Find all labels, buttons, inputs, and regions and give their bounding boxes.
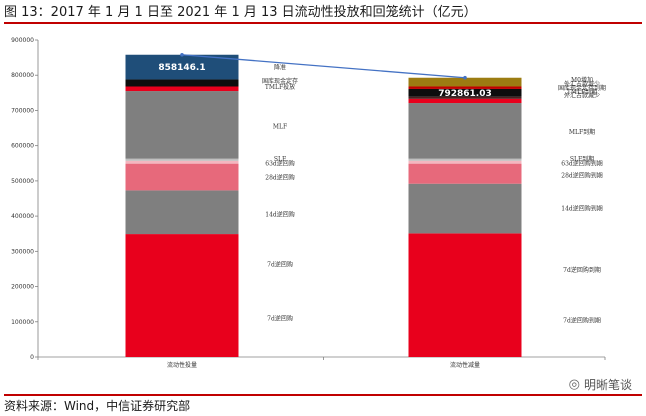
bar-segment — [408, 183, 522, 234]
bar-total-label: 792861.03 — [438, 89, 492, 99]
bar-segment — [408, 86, 522, 89]
bar-segment — [408, 233, 522, 357]
segment-annotation: 7d逆回购到期 — [563, 266, 601, 274]
source-note: 资料来源：Wind，中信证券研究部 — [4, 394, 642, 414]
segment-annotation: 国库现金定存到期 — [558, 84, 606, 92]
y-tick-label: 500000 — [11, 178, 34, 185]
bar-segment — [408, 77, 522, 87]
segment-annotation: 外汇占款减少 — [564, 80, 600, 88]
bar-segment — [125, 91, 239, 159]
segment-annotation: SLF — [274, 156, 286, 163]
bar-segment — [408, 98, 522, 104]
bar-segment — [125, 158, 239, 161]
bar-segment — [125, 234, 239, 357]
page-title: 图 13：2017 年 1 月 1 日至 2021 年 1 月 13 日流动性投… — [4, 2, 642, 24]
segment-annotation: 63d逆回购到期 — [561, 159, 602, 167]
segment-annotation: 28d逆回购到期 — [561, 171, 602, 179]
bar-segment — [125, 86, 239, 92]
y-tick-label: 400000 — [11, 213, 34, 220]
total-line-point — [180, 52, 184, 57]
bar-segment — [125, 79, 239, 87]
segment-annotation: 降准 — [274, 63, 286, 71]
total-line — [180, 52, 467, 80]
y-tick-label: 700000 — [11, 107, 34, 114]
watermark: ◎ 明晰笔谈 — [569, 374, 632, 394]
bar-segment — [408, 96, 522, 99]
bar-segment — [125, 160, 239, 164]
segment-annotation: 14d逆回购 — [265, 210, 294, 218]
segment-annotation: 7d逆回购 — [267, 261, 293, 269]
segment-annotation: SLF到期 — [570, 155, 594, 163]
total-line-segment — [181, 54, 466, 79]
total-line-point — [463, 75, 467, 80]
y-tick-label: 300000 — [11, 248, 34, 255]
bar-segment — [125, 163, 239, 191]
bar-segment — [125, 190, 239, 235]
segment-annotation: 63d逆回购 — [265, 159, 294, 167]
segment-annotation: TMLF投放 — [265, 83, 295, 91]
x-category-label: 流动性投量 — [167, 361, 197, 369]
bar-segment — [125, 54, 239, 80]
x-category-label: 流动性减量 — [450, 361, 480, 369]
segment-annotation: MLF到期 — [569, 128, 595, 136]
bar-segment — [408, 158, 522, 161]
wechat-icon: ◎ — [568, 376, 580, 392]
bar-segment — [408, 103, 522, 159]
segment-annotation: 7d逆回购到期 — [563, 316, 601, 324]
bar-segment — [408, 88, 522, 97]
y-tick-label: 600000 — [11, 143, 34, 150]
y-tick-label: 200000 — [11, 284, 34, 291]
segment-annotation: 国库现金定存 — [262, 77, 298, 85]
watermark-text: 明晰笔谈 — [583, 377, 632, 392]
y-tick-label: 800000 — [11, 72, 34, 79]
y-tick-label: 0 — [30, 354, 34, 361]
y-axis: 0 100000 200000 300000 400000 500000 600000 700… — [11, 37, 39, 361]
bar-segment — [408, 160, 522, 164]
segment-annotation: 28d逆回购 — [265, 174, 294, 182]
segment-annotation: 外汇占款减少 — [564, 92, 600, 100]
segment-annotation: 14d逆回购到期 — [561, 204, 602, 212]
bar-total-label: 858146.1 — [158, 63, 205, 73]
bars: 858146.1 792861.03 — [125, 54, 522, 357]
x-axis: 流动性投量 流动性减量 — [37, 356, 606, 369]
segment-annotation: TMLF到期 — [567, 88, 597, 96]
segment-annotation: M0增加 — [571, 76, 593, 84]
bar-segment — [408, 163, 522, 184]
y-tick-label: 900000 — [11, 37, 34, 44]
segment-annotation: 7d逆回购 — [267, 315, 293, 323]
segment-annotation: MLF — [273, 123, 287, 130]
y-tick-label: 100000 — [11, 319, 34, 326]
